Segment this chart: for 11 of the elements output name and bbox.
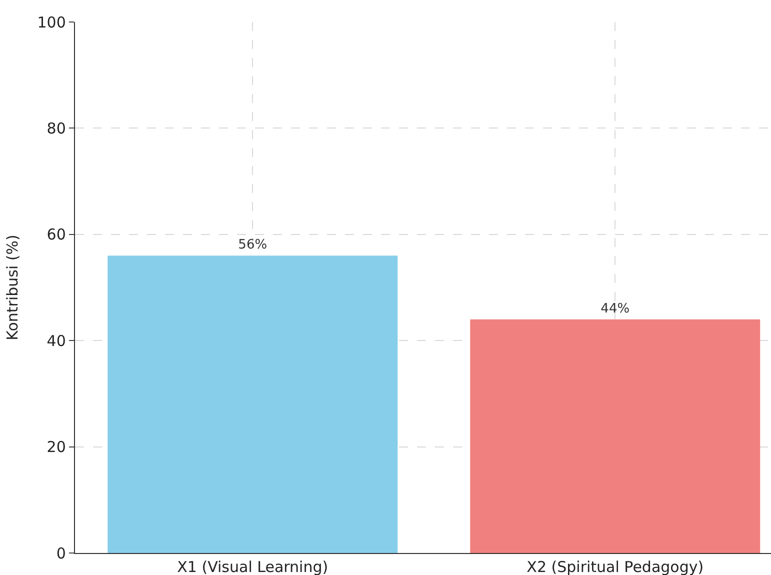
y-tick-label: 60	[46, 226, 66, 244]
x-tick-label: X2 (Spiritual Pedagogy)	[526, 558, 704, 575]
y-axis-title: Kontribusi (%)	[4, 234, 22, 340]
y-tick-label: 80	[46, 119, 66, 138]
y-tick-label: 20	[46, 438, 66, 456]
data-label: 56%	[238, 238, 268, 253]
y-tick-label: 100	[37, 13, 66, 32]
x-tick-label: X1 (Visual Learning)	[177, 558, 328, 575]
data-label: 44%	[600, 301, 630, 316]
y-tick-label: 40	[46, 332, 66, 350]
y-tick-label: 0	[56, 544, 66, 562]
